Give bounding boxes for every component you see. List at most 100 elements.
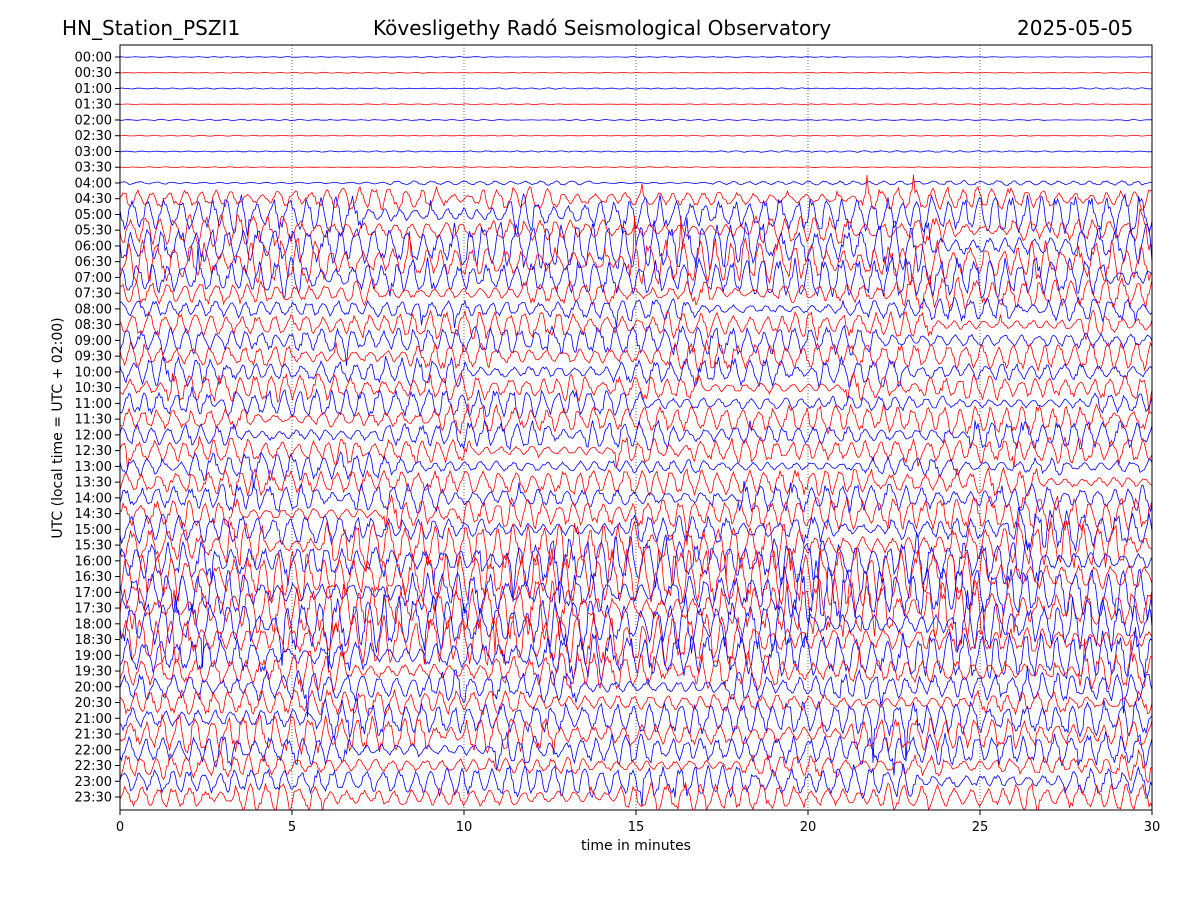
x-tick-label: 0 — [116, 820, 124, 835]
row-time-label: 01:00 — [75, 82, 112, 97]
row-time-label: 10:00 — [75, 365, 112, 380]
row-time-label: 05:30 — [75, 224, 112, 239]
row-time-label: 20:30 — [75, 696, 112, 711]
row-time-label: 02:30 — [75, 129, 112, 144]
row-time-label: 01:30 — [75, 98, 112, 113]
observatory-title: Kövesligethy Radó Seismological Observat… — [373, 16, 832, 40]
row-time-label: 03:30 — [75, 161, 112, 176]
row-time-label: 14:30 — [75, 507, 112, 522]
row-time-label: 04:30 — [75, 192, 112, 207]
row-time-label: 22:00 — [75, 743, 112, 758]
trace-row-2000 — [120, 665, 1152, 717]
trace-row-1830 — [120, 612, 1152, 667]
trace-row-1430 — [120, 494, 1152, 546]
trace-row-1600 — [120, 532, 1152, 604]
row-time-label: 08:00 — [75, 302, 112, 317]
trace-row-1500 — [120, 507, 1152, 552]
trace-row-1900 — [120, 627, 1152, 682]
trace-row-0330 — [120, 166, 1152, 169]
row-time-label: 00:30 — [75, 66, 112, 81]
trace-row-1700 — [120, 560, 1152, 624]
trace-row-0130 — [120, 103, 1152, 106]
x-tick-label: 10 — [456, 820, 473, 835]
trace-row-1400 — [120, 480, 1152, 514]
row-time-label: 09:00 — [75, 334, 112, 349]
trace-row-0630 — [120, 215, 1152, 286]
y-axis-label: UTC (local time = UTC + 02:00) — [50, 317, 66, 538]
trace-row-0030 — [120, 71, 1152, 74]
row-time-label: 09:30 — [75, 350, 112, 365]
trace-row-1530 — [120, 521, 1152, 580]
trace-row-1200 — [120, 419, 1152, 451]
trace-row-1000 — [120, 355, 1152, 389]
row-time-label: 17:00 — [75, 586, 112, 601]
row-time-label: 15:30 — [75, 539, 112, 554]
row-time-label: 19:30 — [75, 665, 112, 680]
trace-row-1800 — [120, 590, 1152, 670]
row-time-label: 00:00 — [75, 51, 112, 66]
row-time-label: 16:00 — [75, 554, 112, 569]
row-time-label: 12:30 — [75, 444, 112, 459]
row-time-label: 17:30 — [75, 602, 112, 617]
row-time-label: 23:00 — [75, 775, 112, 790]
trace-row-1130 — [120, 403, 1152, 436]
row-time-label: 18:00 — [75, 617, 112, 632]
trace-row-2130 — [120, 713, 1152, 755]
row-time-label: 21:30 — [75, 728, 112, 743]
trace-row-1100 — [120, 386, 1152, 419]
trace-row-0930 — [120, 339, 1152, 374]
trace-row-2100 — [120, 697, 1152, 763]
row-time-label: 12:00 — [75, 428, 112, 443]
row-time-label: 05:00 — [75, 208, 112, 223]
x-tick-label: 15 — [628, 820, 645, 835]
trace-row-0730 — [120, 274, 1152, 311]
trace-row-0200 — [120, 118, 1152, 122]
row-time-label: 02:00 — [75, 113, 112, 128]
x-tick-label: 5 — [288, 820, 296, 835]
row-time-label: 23:30 — [75, 791, 112, 806]
trace-row-1330 — [120, 466, 1152, 497]
trace-row-1930 — [120, 638, 1152, 694]
trace-row-0300 — [120, 150, 1152, 153]
row-time-label: 08:30 — [75, 318, 112, 333]
trace-row-1030 — [120, 372, 1152, 414]
row-time-label: 20:00 — [75, 680, 112, 695]
row-time-label: 07:00 — [75, 271, 112, 286]
row-time-label: 06:00 — [75, 239, 112, 254]
row-time-label: 04:00 — [75, 176, 112, 191]
row-time-label: 07:30 — [75, 287, 112, 302]
row-time-label: 11:00 — [75, 397, 112, 412]
row-time-label: 13:30 — [75, 476, 112, 491]
row-time-label: 16:30 — [75, 570, 112, 585]
trace-row-2230 — [120, 748, 1152, 783]
trace-row-2330 — [120, 781, 1152, 810]
row-time-label: 18:30 — [75, 633, 112, 648]
trace-row-0000 — [120, 56, 1152, 58]
row-time-label: 03:00 — [75, 145, 112, 160]
trace-row-2200 — [120, 731, 1152, 776]
station-name: HN_Station_PSZI1 — [62, 16, 241, 40]
trace-row-2300 — [120, 763, 1152, 807]
row-time-label: 14:00 — [75, 491, 112, 506]
x-tick-label: 25 — [972, 820, 989, 835]
row-time-label: 13:00 — [75, 460, 112, 475]
row-time-label: 15:00 — [75, 523, 112, 538]
date-label: 2025-05-05 — [1017, 16, 1134, 40]
row-time-label: 10:30 — [75, 381, 112, 396]
trace-row-0100 — [120, 87, 1152, 90]
trace-row-0830 — [120, 309, 1152, 341]
x-axis-label: time in minutes — [581, 838, 691, 854]
trace-row-0900 — [120, 324, 1152, 366]
trace-row-0400 — [120, 179, 1152, 186]
x-tick-label: 20 — [800, 820, 817, 835]
trace-row-0600 — [120, 217, 1152, 273]
trace-row-0800 — [120, 296, 1152, 329]
row-time-label: 19:00 — [75, 649, 112, 664]
row-time-label: 21:00 — [75, 712, 112, 727]
row-time-label: 06:30 — [75, 255, 112, 270]
row-time-label: 22:30 — [75, 759, 112, 774]
trace-row-1300 — [120, 451, 1152, 488]
trace-row-2030 — [120, 688, 1152, 717]
